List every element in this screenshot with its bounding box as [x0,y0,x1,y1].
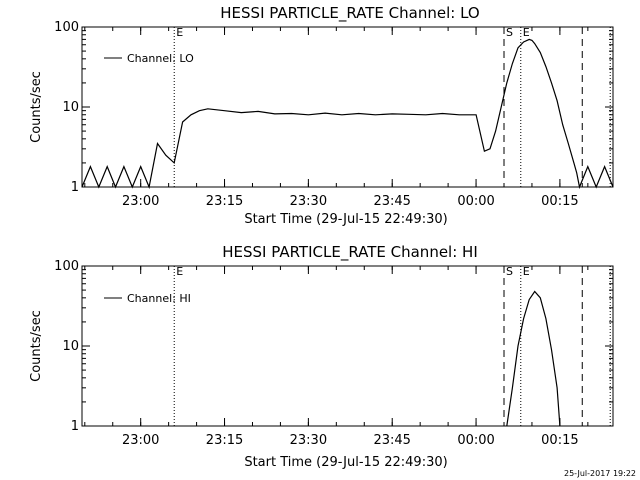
marker-label: S [506,26,513,39]
y-tick-label: 1 [71,419,79,434]
x-tick-label: 00:15 [541,433,578,448]
x-tick-label: 23:45 [373,433,410,448]
y-tick-label: 100 [54,259,79,274]
x-tick-label: 23:00 [122,433,159,448]
x-tick-label: 23:30 [290,194,327,209]
plot-frame [81,265,614,427]
chart-title: HESSI PARTICLE_RATE Channel: LO [220,4,479,23]
x-tick-label: 23:30 [290,433,327,448]
y-axis-label: Counts/sec [29,310,44,382]
y-tick-label: 10 [62,339,79,354]
legend-label: Channel: HI [127,292,191,305]
legend-label: Channel: LO [127,52,194,65]
marker-label: E [523,26,530,39]
x-tick-label: 23:15 [206,194,243,209]
x-axis-label: Start Time (29-Jul-15 22:49:30) [244,212,447,227]
x-tick-label: 23:15 [206,433,243,448]
x-tick-label: 00:00 [457,194,494,209]
y-tick-label: 1 [71,180,79,195]
series-line [506,290,561,427]
date-stamp: 25-Jul-2017 19:22 [564,469,636,478]
marker-label: E [523,265,530,278]
x-tick-label: 00:15 [541,194,578,209]
marker-label: S [506,265,513,278]
marker-label: E [176,265,183,278]
x-tick-label: 23:00 [122,194,159,209]
y-tick-label: 10 [62,100,79,115]
y-axis-label: Counts/sec [29,71,44,143]
marker-label: E [176,26,183,39]
x-tick-label: 23:45 [373,194,410,209]
y-tick-label: 100 [54,20,79,35]
series-line [81,38,614,190]
chart-title: HESSI PARTICLE_RATE Channel: HI [222,243,478,262]
panel-hi: HESSI PARTICLE_RATE Channel: HI Counts/s… [29,243,614,470]
x-axis-label: Start Time (29-Jul-15 22:49:30) [244,455,447,470]
plot-frame [81,26,614,188]
x-tick-label: 00:00 [457,433,494,448]
panel-lo: HESSI PARTICLE_RATE Channel: LO Counts/s… [29,4,614,227]
